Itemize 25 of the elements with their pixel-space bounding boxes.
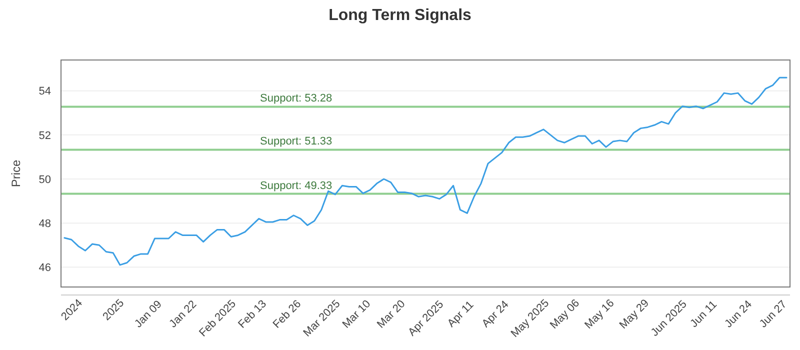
ref-line-label: Support: 53.28: [260, 92, 332, 105]
chart-title: Long Term Signals: [328, 7, 472, 24]
x-tick-label: Apr 24: [480, 298, 512, 330]
x-tick-label: May 16: [582, 297, 617, 332]
y-tick-label: 52: [38, 130, 51, 142]
y-tick-label: 54: [38, 86, 51, 98]
x-tick-label: Jan 22: [167, 298, 200, 330]
x-tick-label: Jun 27: [757, 298, 790, 330]
ref-line-label: Support: 51.33: [260, 136, 332, 148]
ref-line-label: Support: 49.33: [260, 180, 332, 192]
line-series: [64, 76, 788, 266]
y-tick-label: 46: [38, 262, 51, 274]
x-tick-label: Jun 24: [722, 298, 754, 330]
x-tick-label: Mar 20: [375, 298, 408, 331]
y-tick-label: 48: [38, 218, 51, 230]
x-tick-label: Feb 26: [270, 298, 304, 331]
x-tick-label: Jan 09: [132, 298, 164, 330]
x-tick-label: Jun 11: [688, 298, 720, 330]
x-tick-label: May 06: [548, 297, 582, 332]
x-tick-label: Mar 10: [340, 298, 374, 331]
x-tick-label: May 29: [617, 297, 652, 332]
x-tick-label: Apr 11: [445, 298, 476, 330]
y-tick-label: 50: [38, 174, 51, 186]
x-tick-label: Feb 13: [236, 298, 269, 331]
y-axis-title: Price: [9, 160, 23, 188]
